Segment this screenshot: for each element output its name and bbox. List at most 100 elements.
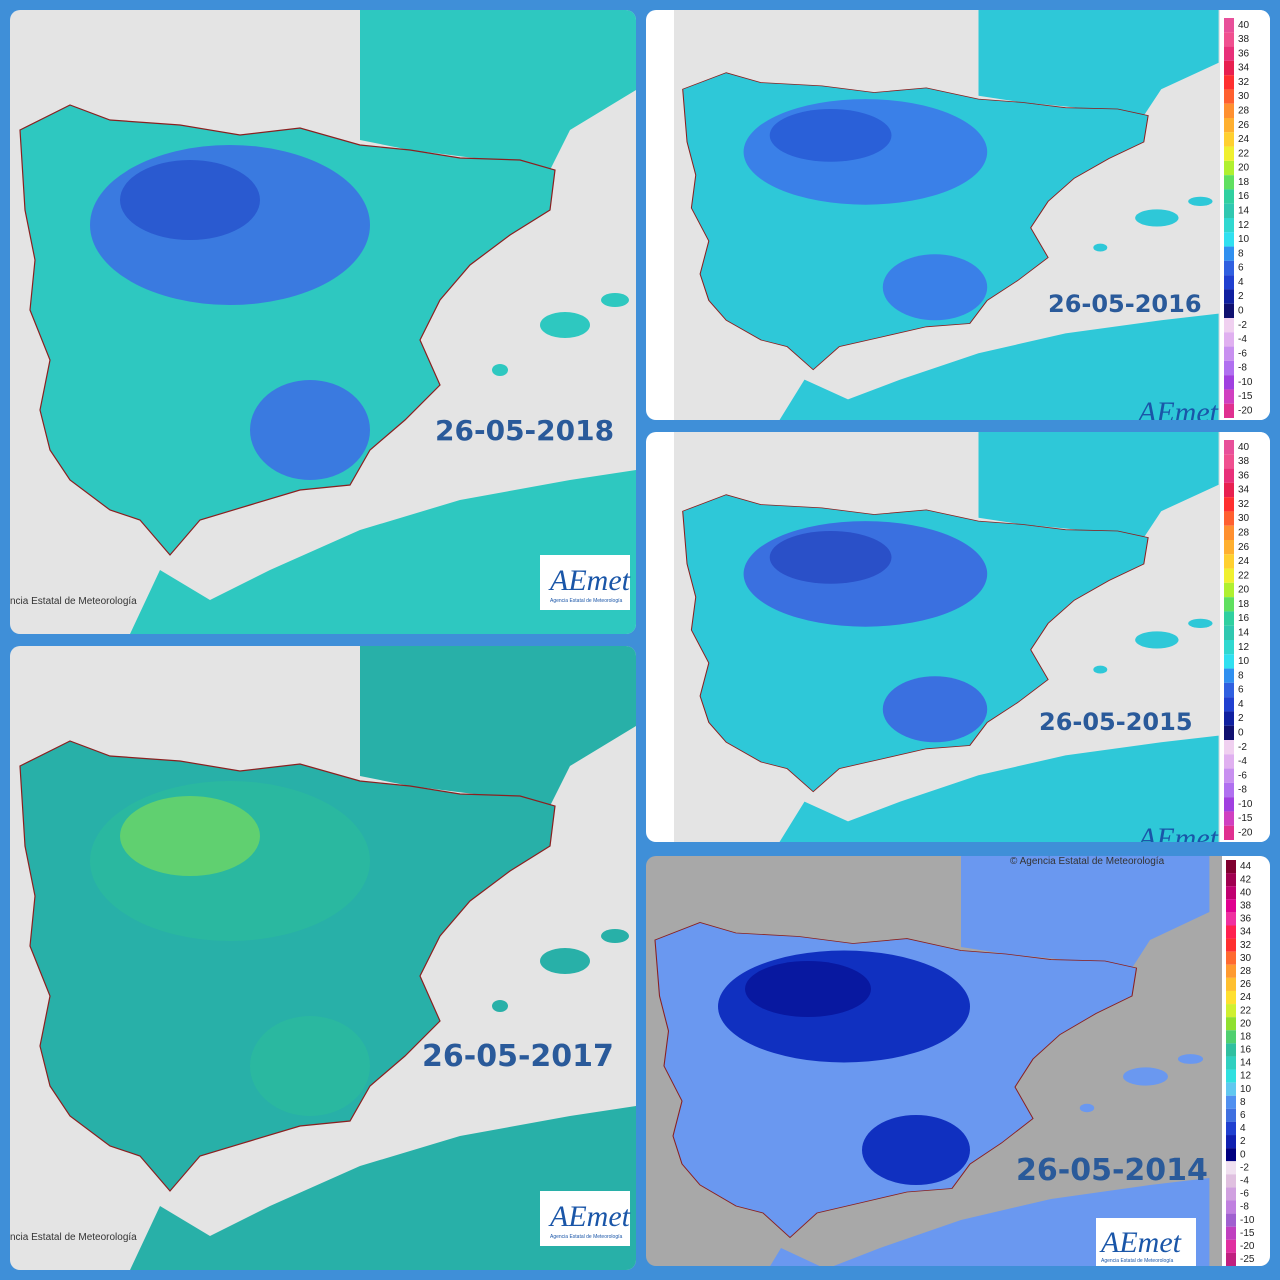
legend-label: 4 bbox=[1238, 277, 1244, 288]
legend-label: -6 bbox=[1238, 770, 1247, 781]
legend-swatch bbox=[1224, 740, 1234, 755]
legend-swatch bbox=[1226, 1069, 1236, 1083]
legend-swatch bbox=[1224, 160, 1234, 176]
legend-swatch bbox=[1224, 668, 1234, 683]
legend-label: 36 bbox=[1240, 914, 1252, 925]
legend-swatch bbox=[1226, 1161, 1236, 1175]
legend-label: -8 bbox=[1238, 363, 1247, 374]
logo: AEmet bbox=[548, 1200, 631, 1233]
legend-swatch bbox=[1224, 682, 1234, 698]
legend-swatch bbox=[1226, 1030, 1236, 1044]
legend-label: 6 bbox=[1238, 685, 1244, 696]
legend-label: 28 bbox=[1238, 527, 1250, 538]
legend-swatch bbox=[1224, 289, 1234, 304]
legend-label: -2 bbox=[1238, 320, 1247, 331]
legend-label: -15 bbox=[1240, 1228, 1255, 1239]
legend-swatch bbox=[1226, 1095, 1236, 1109]
legend-label: 24 bbox=[1240, 992, 1252, 1003]
legend-swatch bbox=[1226, 1056, 1236, 1070]
legend-swatch bbox=[1224, 75, 1234, 90]
logo-subtitle: Agencia Estatal de Meteorología bbox=[550, 598, 622, 604]
date-label: 26-05-2016 bbox=[1048, 290, 1202, 318]
legend-label: 26 bbox=[1238, 120, 1250, 131]
legend-swatch bbox=[1224, 260, 1234, 276]
legend-swatch bbox=[1224, 189, 1234, 204]
legend-label: -2 bbox=[1240, 1162, 1249, 1173]
legend-label: 32 bbox=[1240, 940, 1252, 951]
legend-swatch bbox=[1224, 60, 1234, 76]
legend-label: 30 bbox=[1238, 513, 1250, 524]
legend-label: 2 bbox=[1238, 291, 1244, 302]
legend-label: -20 bbox=[1238, 405, 1253, 416]
legend-swatch bbox=[1226, 899, 1236, 913]
panel-2017: AEmet Agencia Estatal de Meteorología nc… bbox=[10, 646, 636, 1270]
legend-swatch bbox=[1226, 951, 1236, 965]
legend-swatch bbox=[1224, 303, 1234, 318]
legend-label: 18 bbox=[1238, 599, 1250, 610]
date-label: 26-05-2017 bbox=[422, 1039, 614, 1074]
legend-label: 38 bbox=[1238, 456, 1250, 467]
legend-label: 2 bbox=[1240, 1136, 1246, 1147]
legend-label: 2 bbox=[1238, 713, 1244, 724]
legend-swatch bbox=[1224, 482, 1234, 498]
legend: 4442403836343230282624222018161412108642… bbox=[1222, 856, 1270, 1266]
legend-swatch bbox=[1226, 1082, 1236, 1096]
legend-label: -15 bbox=[1238, 813, 1253, 824]
legend-swatch bbox=[1226, 873, 1236, 887]
legend-swatch bbox=[1226, 977, 1236, 991]
legend-label: 8 bbox=[1238, 670, 1244, 681]
legend-swatch bbox=[1226, 1121, 1236, 1136]
legend-label: -4 bbox=[1240, 1176, 1249, 1187]
legend-swatch bbox=[1224, 754, 1234, 769]
legend-swatch bbox=[1224, 403, 1234, 418]
legend-swatch bbox=[1226, 1200, 1236, 1214]
legend-label: 26 bbox=[1240, 979, 1252, 990]
legend-label: -4 bbox=[1238, 756, 1247, 767]
panel-2016: AEmet 26-05-2016 40383634323028262422201… bbox=[646, 10, 1270, 429]
legend-label: 16 bbox=[1240, 1045, 1252, 1056]
legend-label: 10 bbox=[1240, 1084, 1252, 1095]
legend-label: 12 bbox=[1238, 220, 1250, 231]
legend-swatch bbox=[1224, 582, 1234, 598]
logo: AEmet bbox=[1136, 396, 1219, 429]
legend-label: -10 bbox=[1238, 377, 1253, 388]
legend-label: 38 bbox=[1238, 34, 1250, 45]
legend-label: 34 bbox=[1238, 485, 1250, 496]
legend-label: 36 bbox=[1238, 48, 1250, 59]
legend-swatch bbox=[1224, 132, 1234, 147]
legend-label: 14 bbox=[1238, 205, 1250, 216]
logo-subtitle: Agencia Estatal de Meteorología bbox=[550, 1234, 622, 1240]
legend-swatch bbox=[1224, 640, 1234, 655]
legend-swatch bbox=[1224, 118, 1234, 133]
legend-swatch bbox=[1224, 275, 1234, 290]
legend-swatch bbox=[1224, 511, 1234, 526]
legend-swatch bbox=[1224, 797, 1234, 812]
legend-label: 4 bbox=[1240, 1123, 1246, 1134]
legend-swatch bbox=[1224, 697, 1234, 712]
legend-swatch bbox=[1224, 468, 1234, 483]
legend-swatch bbox=[1226, 1108, 1236, 1122]
legend-swatch bbox=[1224, 611, 1234, 626]
legend-swatch bbox=[1226, 912, 1236, 926]
legend-label: 14 bbox=[1240, 1058, 1252, 1069]
legend: 4038363432302826242220181614121086420-2-… bbox=[1220, 432, 1270, 842]
legend-swatch bbox=[1224, 175, 1234, 190]
legend-label: 20 bbox=[1240, 1018, 1252, 1029]
date-label: 26-05-2014 bbox=[1016, 1153, 1208, 1188]
legend-label: -20 bbox=[1240, 1241, 1255, 1252]
legend-swatch bbox=[1226, 886, 1236, 900]
legend: 4038363432302826242220181614121086420-2-… bbox=[1220, 10, 1270, 420]
legend-swatch bbox=[1224, 540, 1234, 555]
logo: AEmet bbox=[548, 564, 631, 597]
legend-swatch bbox=[1224, 332, 1234, 347]
legend-label: 10 bbox=[1238, 234, 1250, 245]
legend-label: -4 bbox=[1238, 334, 1247, 345]
legend-label: 8 bbox=[1240, 1097, 1246, 1108]
legend-swatch bbox=[1226, 964, 1236, 978]
legend-label: 34 bbox=[1238, 63, 1250, 74]
legend-swatch bbox=[1224, 654, 1234, 669]
legend-label: 40 bbox=[1240, 887, 1252, 898]
legend-swatch bbox=[1224, 597, 1234, 612]
legend-label: 0 bbox=[1238, 727, 1244, 738]
legend-label: 22 bbox=[1240, 1005, 1252, 1016]
